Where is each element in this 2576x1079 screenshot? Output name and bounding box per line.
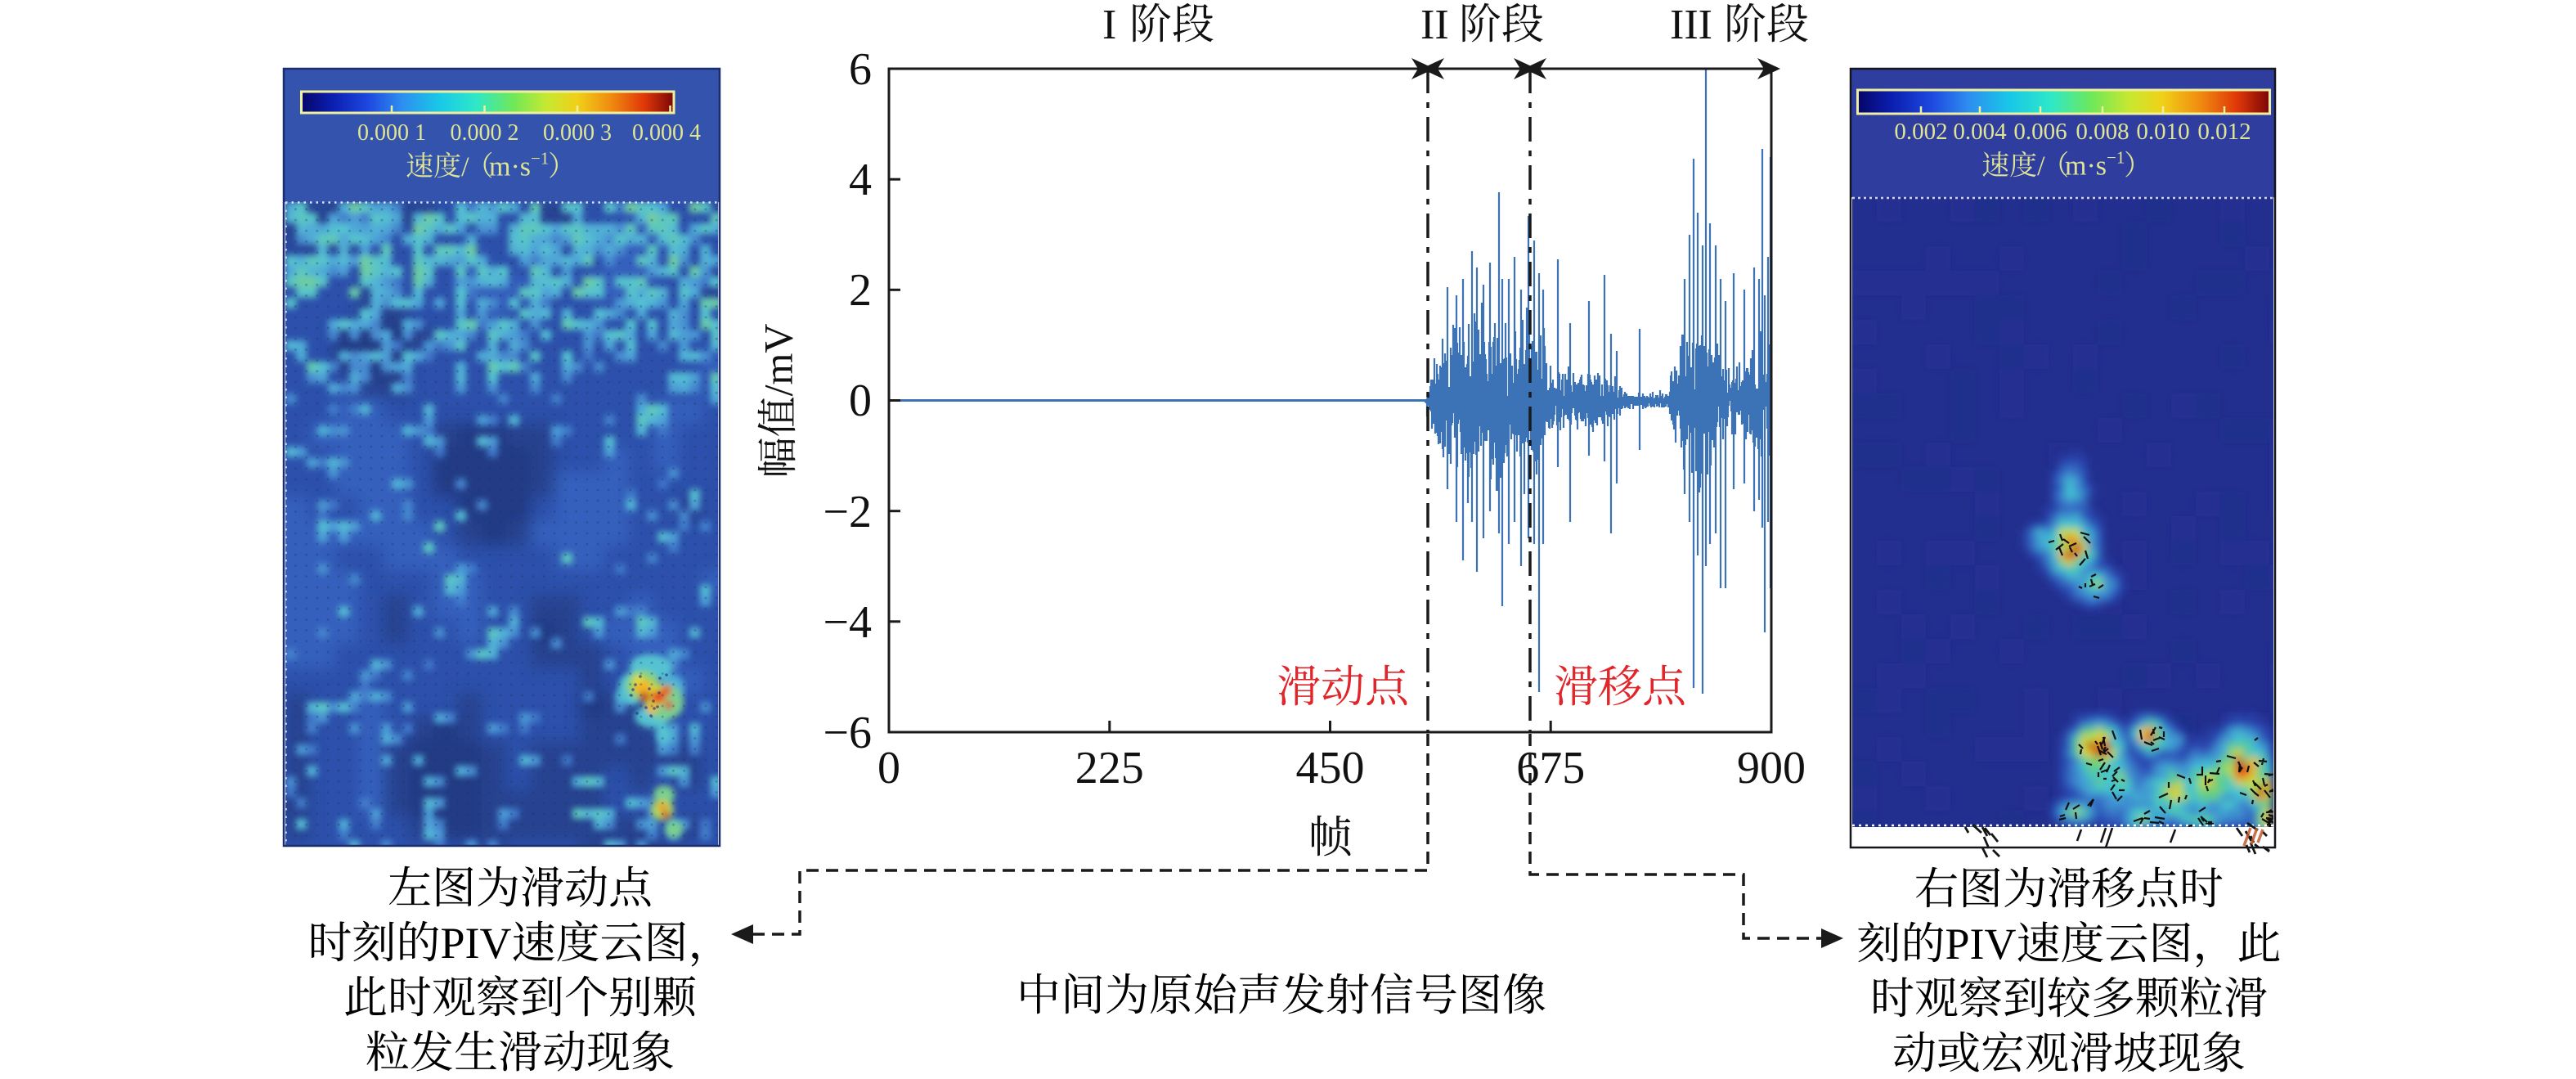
svg-text:2: 2	[849, 265, 872, 316]
svg-text:6: 6	[849, 44, 872, 95]
svg-text:225: 225	[1075, 743, 1144, 794]
svg-text:0.010: 0.010	[2136, 119, 2189, 145]
svg-text:−2: −2	[823, 487, 872, 537]
svg-text:/mV: /mV	[756, 323, 801, 396]
svg-text:/: /	[2037, 151, 2045, 182]
svg-text:450: 450	[1296, 743, 1365, 794]
svg-text:0.008: 0.008	[2076, 119, 2129, 145]
svg-text:4: 4	[849, 155, 872, 205]
svg-text:0: 0	[877, 743, 900, 794]
svg-text:0.000 2: 0.000 2	[451, 120, 519, 146]
svg-text:−1: −1	[2107, 147, 2125, 167]
svg-text:III: III	[1670, 2, 1712, 48]
svg-text:II: II	[1420, 2, 1449, 48]
svg-text:−4: −4	[823, 597, 872, 648]
svg-text:PIV: PIV	[1945, 919, 2017, 969]
svg-text:0.012: 0.012	[2197, 119, 2251, 145]
svg-text:m·s: m·s	[489, 152, 531, 182]
svg-text:0.000 1: 0.000 1	[357, 120, 426, 146]
svg-text:0: 0	[849, 375, 872, 426]
svg-text:/: /	[461, 152, 469, 182]
svg-text:m·s: m·s	[2065, 151, 2107, 182]
svg-text:−1: −1	[531, 148, 549, 168]
svg-text:0.000 3: 0.000 3	[543, 120, 612, 146]
svg-text:0.000 4: 0.000 4	[632, 120, 701, 146]
svg-text:I: I	[1102, 2, 1116, 48]
svg-text:900: 900	[1737, 743, 1806, 794]
svg-text:675: 675	[1516, 743, 1585, 794]
svg-text:0.002: 0.002	[1894, 119, 1947, 145]
svg-text:−6: −6	[823, 708, 872, 758]
svg-text:0.004: 0.004	[1953, 119, 2007, 145]
svg-text:0.006: 0.006	[2013, 119, 2067, 145]
svg-text:PIV: PIV	[441, 919, 512, 968]
